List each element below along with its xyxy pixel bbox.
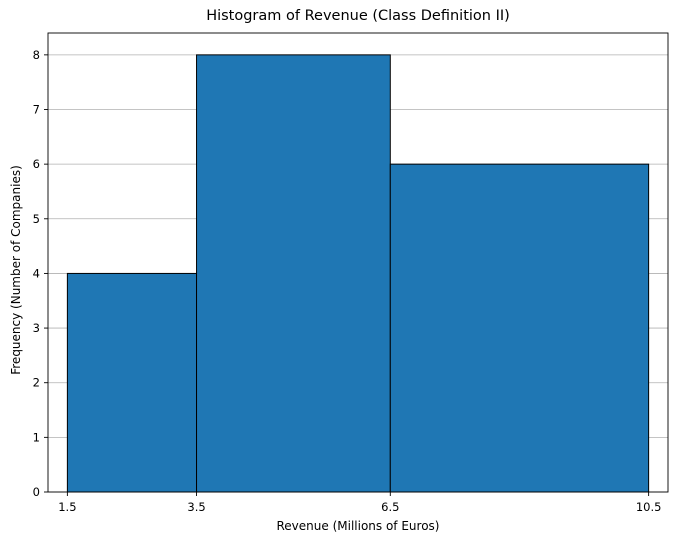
plot-frame [47,32,669,493]
x-tick-label: 3.5 [187,500,205,514]
x-axis-label: Revenue (Millions of Euros) [277,519,440,533]
y-tick-label: 6 [33,157,40,171]
y-tick-label: 0 [33,485,40,499]
y-tick-label: 4 [33,266,40,280]
histogram-bar [389,163,650,493]
y-tick-label: 3 [33,321,40,335]
x-tick-label: 10.5 [636,500,662,514]
histogram-bar [66,272,198,493]
y-tick-label: 7 [33,103,40,117]
y-tick-label: 5 [33,212,40,226]
y-axis-ticks: 0 1 2 3 4 5 6 7 8 [33,48,48,499]
x-axis-ticks: 1.5 3.5 6.5 10.5 [58,492,661,514]
histogram-bar [196,54,391,493]
x-tick-label: 6.5 [381,500,399,514]
y-tick-label: 2 [33,376,40,390]
axes-frame [47,32,669,493]
y-tick-label: 8 [33,48,40,62]
histogram-bars [66,54,650,493]
chart-title: Histogram of Revenue (Class Definition I… [206,8,510,24]
y-tick-label: 1 [33,430,40,444]
y-axis-label: Frequency (Number of Companies) [9,165,23,375]
x-tick-label: 1.5 [58,500,76,514]
